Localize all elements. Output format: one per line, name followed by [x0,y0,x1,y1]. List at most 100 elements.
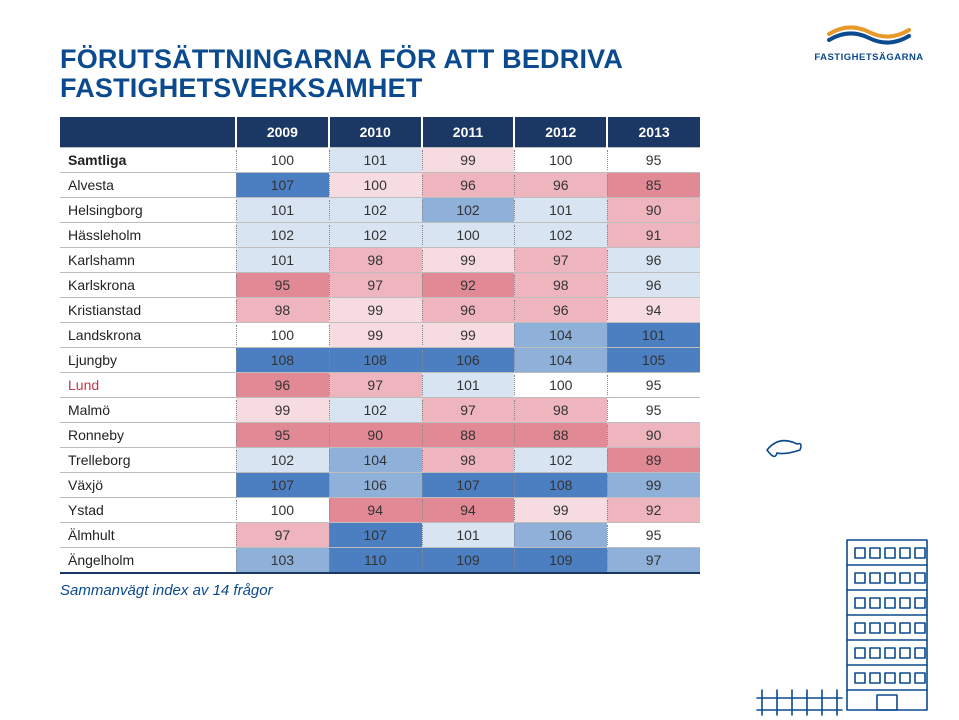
table-cell: 106 [329,473,422,498]
table-cell: 100 [236,498,329,523]
table-header: 20092010201120122013 [60,117,700,148]
table-row: Ljungby108108106104105 [60,348,700,373]
row-label: Växjö [60,473,236,498]
table-cell: 96 [236,373,329,398]
table-cell: 85 [607,173,700,198]
table-cell: 107 [236,473,329,498]
table-cell: 101 [236,248,329,273]
row-label: Lund [60,373,236,398]
table-cell: 92 [607,498,700,523]
table-cell: 100 [514,148,607,173]
table-cell: 98 [422,448,515,473]
table-cell: 101 [422,373,515,398]
table-cell: 102 [236,223,329,248]
data-table: 20092010201120122013 Samtliga10010199100… [60,117,700,574]
table-cell: 96 [514,173,607,198]
table-cell: 90 [607,198,700,223]
table-cell: 101 [422,523,515,548]
table-row: Ängelholm10311010910997 [60,548,700,574]
row-label: Ystad [60,498,236,523]
col-header-year: 2009 [236,117,329,148]
table-cell: 99 [422,148,515,173]
table-cell: 98 [329,248,422,273]
table-cell: 102 [329,198,422,223]
table-cell: 95 [607,373,700,398]
table-cell: 99 [329,323,422,348]
table-row: Växjö10710610710899 [60,473,700,498]
doodle-bird-icon [767,441,801,457]
table-cell: 94 [607,298,700,323]
table-cell: 107 [236,173,329,198]
table-cell: 103 [236,548,329,574]
table-cell: 100 [236,323,329,348]
table-cell: 94 [422,498,515,523]
table-cell: 96 [607,248,700,273]
table-cell: 100 [329,173,422,198]
table-cell: 100 [514,373,607,398]
table-cell: 96 [422,173,515,198]
row-label: Malmö [60,398,236,423]
col-header-year: 2011 [422,117,515,148]
table-cell: 92 [422,273,515,298]
row-label: Karlskrona [60,273,236,298]
table-row: Älmhult9710710110695 [60,523,700,548]
table-cell: 91 [607,223,700,248]
table-cell: 110 [329,548,422,574]
row-label: Trelleborg [60,448,236,473]
table-cell: 88 [422,423,515,448]
table-cell: 89 [607,448,700,473]
table-cell: 90 [607,423,700,448]
table-cell: 101 [329,148,422,173]
logo-text: FASTIGHETSÄGARNA [809,52,929,63]
table-row: Ronneby9590888890 [60,423,700,448]
table-cell: 102 [514,448,607,473]
table-cell: 97 [329,373,422,398]
doodle-area [727,420,947,720]
table-cell: 90 [329,423,422,448]
table-cell: 100 [422,223,515,248]
table-cell: 106 [422,348,515,373]
content-area: FÖRUTSÄTTNINGARNA FÖR ATT BEDRIVA FASTIG… [60,45,700,599]
table-cell: 104 [329,448,422,473]
row-label: Helsingborg [60,198,236,223]
table-cell: 95 [236,423,329,448]
table-row: Malmö99102979895 [60,398,700,423]
brand-logo: FASTIGHETSÄGARNA [809,20,929,63]
table-cell: 109 [514,548,607,574]
table-cell: 95 [607,398,700,423]
table-cell: 99 [422,323,515,348]
table-row: Helsingborg10110210210190 [60,198,700,223]
table-cell: 108 [329,348,422,373]
table-cell: 88 [514,423,607,448]
table-cell: 99 [236,398,329,423]
col-header-label [60,117,236,148]
table-cell: 104 [514,348,607,373]
table-row: Karlshamn10198999796 [60,248,700,273]
doodle-fence-icon [757,690,842,715]
table-cell: 96 [607,273,700,298]
table-row: Alvesta107100969685 [60,173,700,198]
table-cell: 98 [236,298,329,323]
table-cell: 107 [422,473,515,498]
table-row: Karlskrona9597929896 [60,273,700,298]
table-cell: 102 [329,223,422,248]
table-row: Samtliga1001019910095 [60,148,700,173]
table-row: Ystad10094949992 [60,498,700,523]
doodle-building-icon [847,540,927,710]
table-cell: 98 [514,398,607,423]
logo-wave-icon [824,20,914,50]
table-row: Kristianstad9899969694 [60,298,700,323]
table-cell: 95 [236,273,329,298]
row-label: Ronneby [60,423,236,448]
table-cell: 102 [329,398,422,423]
table-cell: 95 [607,523,700,548]
row-label: Ängelholm [60,548,236,574]
col-header-year: 2012 [514,117,607,148]
row-label: Karlshamn [60,248,236,273]
row-label: Kristianstad [60,298,236,323]
table-body: Samtliga1001019910095Alvesta107100969685… [60,148,700,574]
table-cell: 106 [514,523,607,548]
table-cell: 102 [422,198,515,223]
row-label: Alvesta [60,173,236,198]
table-cell: 108 [236,348,329,373]
